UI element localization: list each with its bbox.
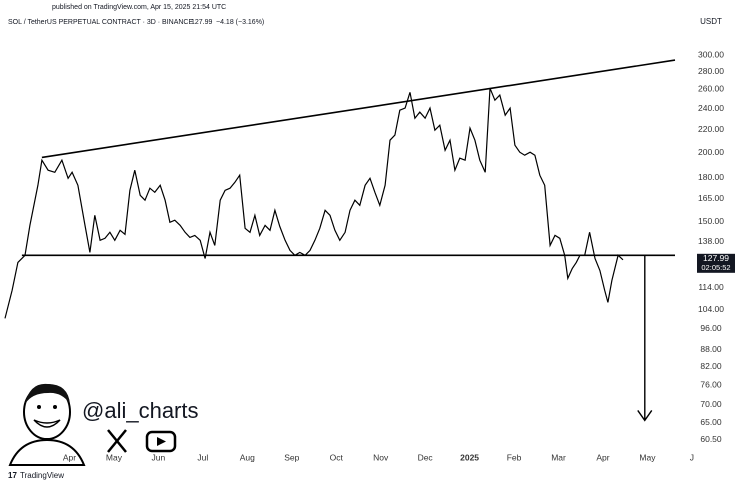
x-tick-label: Aug [240,452,255,462]
footer: TradingView [20,471,64,480]
watermark: @ali_charts [82,398,199,423]
x-tick-label: May [106,452,123,462]
y-tick-label: 76.00 [700,379,722,389]
x-tick-label: Jun [152,452,166,462]
y-tick-label: 82.00 [700,361,722,371]
y-tick-label: 104.00 [698,304,724,314]
y-tick-label: 65.00 [700,417,722,427]
y-tick-label: 96.00 [700,323,722,333]
y-tick-label: 260.00 [698,84,724,94]
x-tick-label: 2025 [460,452,479,462]
y-tick-label: 150.00 [698,216,724,226]
x-tick-label: Dec [418,452,434,462]
countdown: 02:05:52 [701,263,730,272]
avatar [8,383,86,466]
price: 127.99 [191,19,213,26]
x-tick-label: May [639,452,656,462]
y-tick-label: 88.00 [700,344,722,354]
x-tick-label: Oct [330,452,344,462]
y-tick-label: 180.00 [698,172,724,182]
trendline [41,59,676,159]
x-tick-label: Apr [596,452,609,462]
logo: 17 [8,471,17,480]
price-line [4,87,624,319]
y-tick-label: 220.00 [698,124,724,134]
x-tick-label: Sep [284,452,299,462]
y-tick-label: 60.50 [700,434,722,444]
y-tick-label: 165.00 [698,193,724,203]
arrow [637,255,653,422]
published: published on TradingView.com, Apr 15, 20… [52,4,226,11]
last-price-label: 127.99 [703,253,729,263]
y-tick-label: 138.00 [698,236,724,246]
y-tick-label: 70.00 [700,399,722,409]
y-tick-label: 300.00 [698,49,724,59]
currency: USDT [700,17,722,26]
youtube-icon [145,430,177,453]
symbol: SOL / TetherUS PERPETUAL CONTRACT · 3D ·… [8,19,193,26]
y-tick-label: 240.00 [698,103,724,113]
y-tick-label: 280.00 [698,66,724,76]
y-tick-label: 114.00 [698,282,724,292]
x-tick-label: Apr [63,452,76,462]
x-tick-label: J [690,452,694,462]
x-tick-label: Jul [197,452,208,462]
x-tick-label: Nov [373,452,389,462]
y-tick-label: 200.00 [698,147,724,157]
x-tick-label: Mar [551,452,566,462]
x-icon [107,429,127,453]
last-price-box [697,253,735,273]
x-tick-label: Feb [507,452,522,462]
plot [4,59,676,422]
change: −4.18 (−3.16%) [216,19,264,26]
